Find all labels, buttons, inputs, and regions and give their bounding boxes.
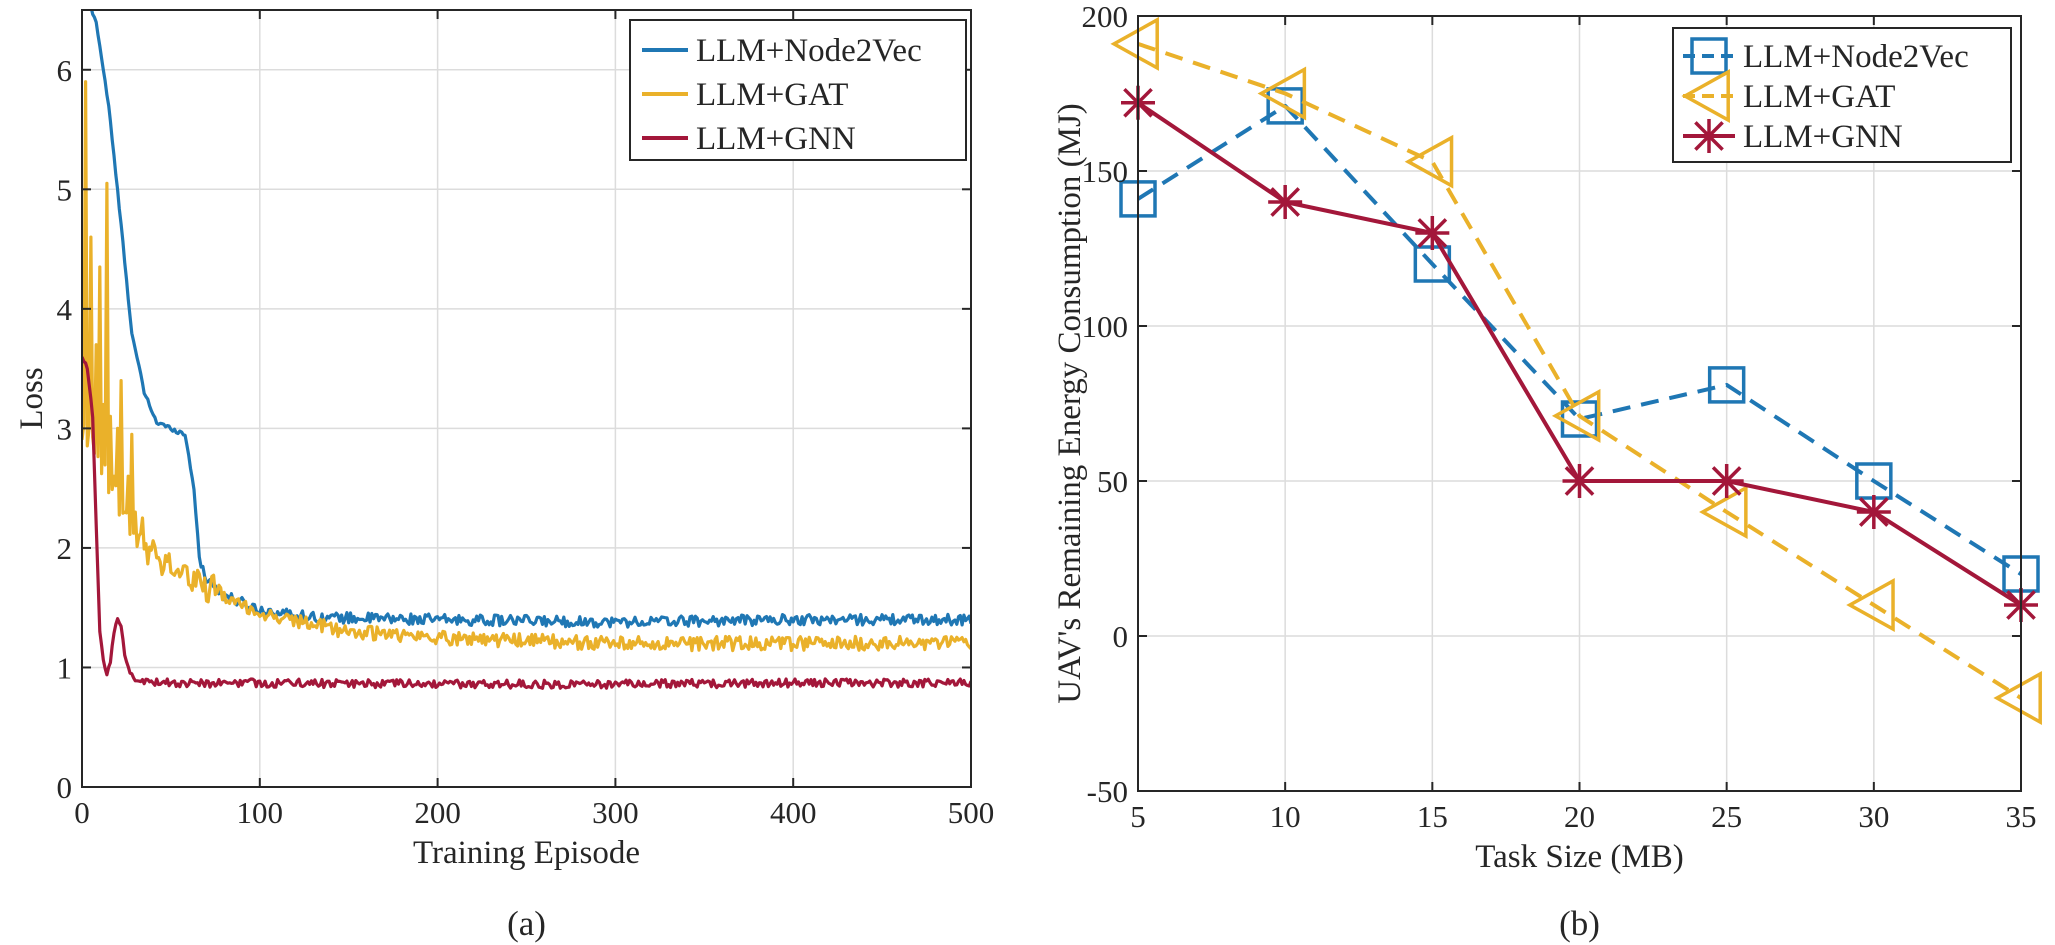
marker-gat-0 (1110, 16, 1159, 71)
legend-label-node2vec: LLM+Node2Vec (1743, 39, 1969, 75)
y-tick-label-2: 2 (57, 531, 73, 566)
legend-a: LLM+Node2Vec LLM+GAT LLM+GNN (629, 19, 967, 161)
x-axis-label: Training Episode (413, 835, 640, 871)
y-tick-label-2: 50 (1097, 464, 1128, 499)
y-tick-label-4: 150 (1082, 154, 1129, 189)
y-tick-label-0: -50 (1087, 774, 1128, 809)
series-line-gat (82, 80, 971, 653)
legend-label-gnn: LLM+GNN (1743, 119, 1903, 155)
marker-node2vec-4 (1707, 366, 1746, 404)
x-tick-label-2: 200 (414, 795, 461, 830)
x-tick-label-3: 20 (1564, 799, 1595, 834)
legend-label-gnn: LLM+GNN (696, 121, 856, 157)
y-tick-label-0: 0 (57, 770, 73, 805)
marker-gnn-3 (1562, 464, 1597, 498)
x-tick-label-0: 5 (1130, 799, 1146, 834)
y-axis-label: Loss (14, 367, 50, 429)
y-tick-label-3: 3 (57, 411, 73, 446)
x-tick-label-3: 300 (592, 795, 639, 830)
chart-a-training-loss: 0 100 200 300 400 500 0 1 2 3 4 5 6 Training Episode L… (14, 9, 995, 943)
legend-label-node2vec: LLM+Node2Vec (696, 33, 922, 69)
y-tick-label-4: 4 (57, 292, 73, 327)
y-tick-label-6: 6 (57, 53, 73, 88)
series-line-gnn (82, 356, 971, 690)
marker-gat-2 (1404, 134, 1454, 189)
x-tick-label-4: 25 (1711, 799, 1742, 834)
y-tick-label-1: 1 (57, 650, 73, 685)
marker-gat-1 (1257, 66, 1307, 121)
y-axis-label: UAV's Remaining Energy Consumption (MJ) (1052, 103, 1088, 704)
x-tick-label-6: 35 (2006, 799, 2037, 834)
marker-gnn-4 (1709, 464, 1744, 498)
marker-gnn-2 (1415, 216, 1450, 250)
x-tick-label-0: 0 (74, 795, 90, 830)
marker-gnn-1 (1268, 185, 1303, 219)
x-axis-label: Task Size (MB) (1475, 839, 1684, 875)
legend-marker-gnn (1692, 119, 1726, 153)
plot-area-a (82, 10, 971, 690)
x-tick-label-4: 400 (770, 795, 817, 830)
legend-b: LLM+Node2Vec LLM+GAT LLM+GNN (1672, 27, 2012, 163)
x-tick-label-1: 100 (237, 795, 284, 830)
marker-gat-3 (1551, 388, 1601, 443)
marker-gat-6 (1993, 671, 2042, 725)
legend-box (629, 19, 967, 161)
axes-frame (81, 9, 972, 788)
legend-marker-gat (1681, 69, 1730, 123)
x-tick-label-2: 15 (1417, 799, 1448, 834)
marker-node2vec-1 (1266, 87, 1304, 125)
caption: (b) (1559, 904, 1600, 943)
y-tick-label-1: 0 (1113, 619, 1129, 654)
legend-label-gat: LLM+GAT (1743, 79, 1895, 115)
x-tick-label-1: 10 (1270, 799, 1301, 834)
marker-gat-4 (1699, 485, 1748, 539)
marker-gat-5 (1846, 578, 1895, 632)
marker-gnn-5 (1856, 495, 1891, 529)
legend-marker-node2vec (1690, 37, 1728, 75)
x-tick-label-5: 30 (1858, 799, 1889, 834)
x-tick-label-5: 500 (948, 795, 995, 830)
y-tick-label-3: 100 (1082, 309, 1129, 344)
series-line-gat (1137, 42, 2023, 700)
legend-label-gat: LLM+GAT (696, 77, 848, 113)
caption: (a) (507, 904, 546, 943)
y-tick-label-5: 200 (1082, 0, 1129, 34)
y-tick-label-5: 5 (57, 172, 73, 207)
chart-b-energy-consumption: 5 10 15 20 25 30 35 -50 0 50 100 150 200 Task Size (M… (1052, 0, 2042, 943)
